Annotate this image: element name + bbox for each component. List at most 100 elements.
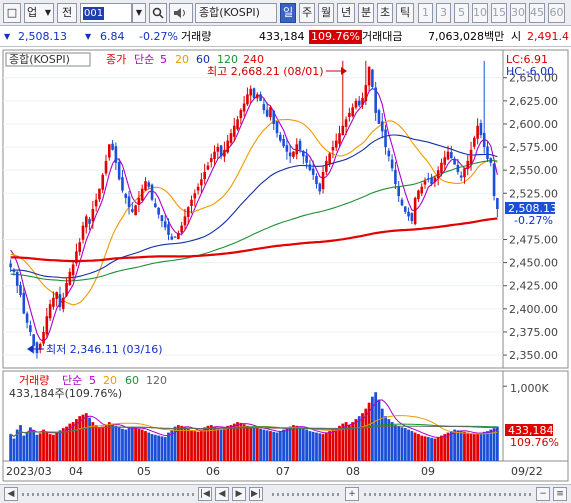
interval-5[interactable]: 5: [454, 3, 469, 23]
sound-button[interactable]: [169, 3, 193, 23]
candle-body: [367, 66, 371, 86]
kind-select[interactable]: 종합(KOSPI): [195, 3, 277, 23]
volume-bar: [65, 426, 68, 461]
candle-body: [206, 165, 210, 170]
candle-body: [453, 158, 456, 165]
price-ma-line-60: [10, 134, 498, 279]
tab-month[interactable]: 월: [318, 3, 334, 23]
volume-ma-line-120: [10, 425, 498, 437]
zoom-slider[interactable]: [364, 493, 534, 496]
volume-bar: [242, 424, 246, 461]
candle-body: [387, 150, 391, 157]
volume-bar: [153, 434, 157, 461]
candle-body: [269, 107, 272, 118]
candle-body: [331, 147, 335, 151]
candle-body: [377, 110, 381, 124]
volume-bar: [324, 432, 328, 461]
zoom-track[interactable]: [272, 493, 340, 496]
nav-prev-button[interactable]: ◀: [215, 487, 229, 501]
volume-bar: [45, 431, 49, 461]
candle-body: [466, 160, 470, 169]
candle-body: [147, 182, 151, 187]
candle-body: [108, 144, 111, 158]
volume-bar: [275, 432, 279, 461]
volume-bar: [400, 427, 404, 461]
interval-3[interactable]: 3: [436, 3, 451, 23]
candle-body: [334, 140, 338, 148]
tab-year[interactable]: 년: [337, 3, 355, 23]
candle-body: [430, 177, 433, 185]
date-label-08: 08: [346, 465, 360, 478]
market-select[interactable]: 업 ▼: [24, 3, 54, 23]
candle-body: [35, 342, 39, 354]
price-legend-ma20: 20: [175, 53, 189, 66]
tab-week[interactable]: 주: [299, 3, 315, 23]
interval-30[interactable]: 30: [510, 3, 526, 23]
tab-minute[interactable]: 분: [358, 3, 374, 23]
volume-bar: [262, 429, 266, 461]
volume-bar: [75, 419, 78, 461]
nav-last-button[interactable]: ▶|: [249, 487, 263, 501]
volume-bar: [492, 428, 496, 461]
volume-bar: [295, 425, 299, 461]
volume-bar: [206, 425, 210, 461]
volume-bar: [377, 399, 381, 461]
tab-second[interactable]: 초: [377, 3, 393, 23]
volume-bar: [98, 428, 101, 461]
volume-tag-rate: 109.76%: [510, 436, 559, 449]
nav-first-button[interactable]: |◀: [198, 487, 212, 501]
code-dropdown-button[interactable]: ▼: [132, 3, 146, 23]
code-input[interactable]: 001: [80, 3, 132, 23]
tab-day[interactable]: 일: [280, 3, 296, 23]
volume-bar: [111, 423, 114, 461]
candle-body: [410, 213, 414, 222]
scroll-left-button[interactable]: ◀: [4, 487, 18, 501]
volume-bar: [163, 437, 167, 461]
candle-body: [180, 225, 183, 233]
interval-10[interactable]: 10: [472, 3, 488, 23]
candle-body: [403, 206, 407, 212]
candle-body: [400, 199, 404, 206]
speaker-icon: [174, 8, 185, 18]
interval-15[interactable]: 15: [491, 3, 507, 23]
price-change: 6.84: [100, 30, 125, 43]
volume-bar: [232, 423, 236, 461]
volume-bar: [285, 428, 289, 461]
interval-45[interactable]: 45: [529, 3, 545, 23]
settings-button[interactable]: ≡: [553, 487, 567, 501]
zoom-out-button[interactable]: −: [536, 487, 550, 501]
nav-next-button[interactable]: ▶: [232, 487, 246, 501]
candle-body: [440, 162, 443, 174]
candle-body: [302, 151, 305, 157]
volume-bar: [380, 408, 384, 461]
zoom-in-button[interactable]: +: [345, 487, 359, 501]
candle-body: [160, 215, 164, 222]
candle-body: [183, 216, 187, 226]
candle-body: [275, 121, 279, 134]
scroll-track[interactable]: [22, 493, 194, 496]
candle-body: [265, 109, 269, 117]
candle-body: [288, 152, 292, 157]
volume-bar: [476, 433, 480, 461]
tab-tick[interactable]: 틱: [396, 3, 414, 23]
window-box-button[interactable]: □: [3, 3, 21, 23]
volume-bar: [466, 432, 470, 461]
volume-bar: [42, 429, 45, 461]
candle-body: [38, 343, 42, 350]
volume-bar: [456, 430, 460, 461]
volume-bar: [193, 431, 197, 461]
jeon-button[interactable]: 전: [57, 3, 77, 23]
candle-body: [42, 331, 45, 344]
volume-bar: [252, 427, 256, 461]
price-legend-ma120: 120: [217, 53, 238, 66]
search-button[interactable]: [149, 3, 167, 23]
candle-body: [226, 140, 229, 153]
price-tick-label: 2,650.00: [509, 72, 558, 85]
candle-body: [111, 143, 114, 150]
interval-1[interactable]: 1: [418, 3, 433, 23]
interval-60[interactable]: 60: [548, 3, 565, 23]
date-label-07: 07: [276, 465, 290, 478]
candle-body: [75, 251, 78, 264]
price-direction-icon: ▼: [4, 32, 11, 41]
chart-area[interactable]: 2,650.00 2,625.00 2,600.00 2,575.00 2,550.00…: [0, 48, 571, 484]
